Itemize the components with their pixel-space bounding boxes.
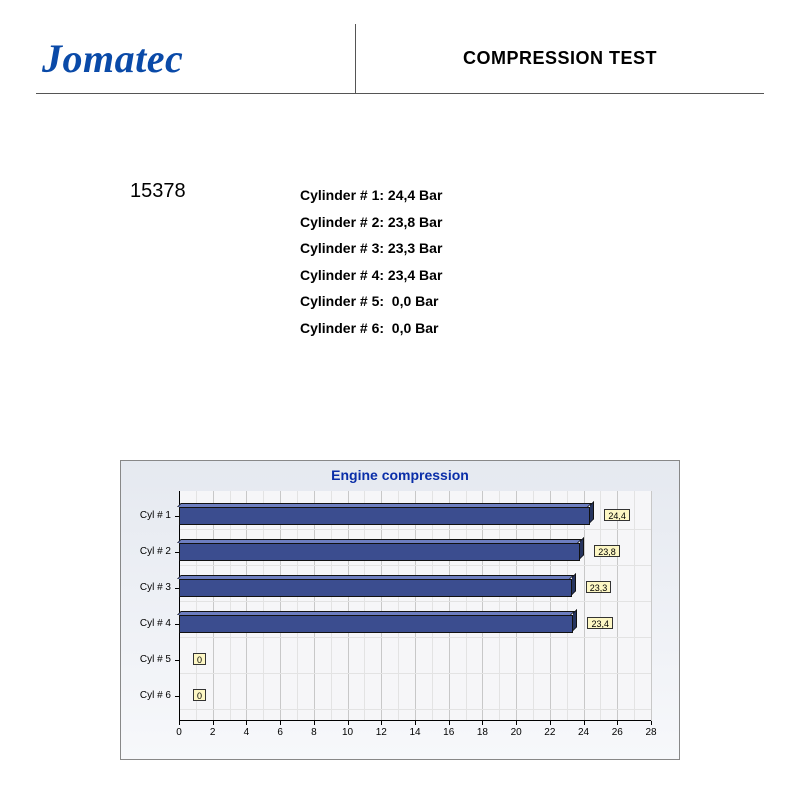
report-header: Jomatec COMPRESSION TEST	[36, 24, 764, 94]
cylinder-reading: Cylinder # 2: 23,8 Bar	[300, 209, 442, 236]
chart-xlabel: 6	[277, 727, 283, 738]
chart-xlabel: 10	[342, 727, 353, 738]
chart-xlabel: 20	[511, 727, 522, 738]
serial-number: 15378	[130, 180, 186, 203]
chart-xlabel: 8	[311, 727, 317, 738]
chart-bar: 23,3	[179, 575, 651, 597]
cylinder-reading: Cylinder # 1: 24,4 Bar	[300, 182, 442, 209]
compression-chart: Engine compression 24,4 23,8 23,3 23,4 0 0 Cy…	[120, 460, 680, 760]
cylinder-reading: Cylinder # 4: 23,4 Bar	[300, 262, 442, 289]
bar-value-tag: 23,4	[587, 617, 613, 629]
chart-ylabel: Cyl # 3	[121, 582, 175, 593]
chart-xlabel: 0	[176, 727, 182, 738]
chart-bar: 0	[179, 647, 651, 669]
chart-title: Engine compression	[121, 461, 679, 483]
chart-bar: 23,4	[179, 611, 651, 633]
chart-xlabel: 24	[578, 727, 589, 738]
chart-xlabel: 2	[210, 727, 216, 738]
chart-ylabel: Cyl # 5	[121, 654, 175, 665]
chart-plot-area: 24,4 23,8 23,3 23,4 0 0	[179, 491, 651, 721]
cylinder-reading: Cylinder # 3: 23,3 Bar	[300, 235, 442, 262]
chart-bar: 24,4	[179, 503, 651, 525]
logo-text: Jomatec	[42, 35, 183, 82]
chart-xlabel: 4	[244, 727, 250, 738]
cylinder-reading: Cylinder # 5: 0,0 Bar	[300, 288, 442, 315]
chart-bar: 0	[179, 683, 651, 705]
page-title: COMPRESSION TEST	[356, 24, 764, 93]
chart-xlabel: 16	[443, 727, 454, 738]
logo-cell: Jomatec	[36, 24, 356, 93]
bar-value-tag: 23,8	[594, 545, 620, 557]
chart-xlabel: 18	[477, 727, 488, 738]
bar-value-tag: 0	[193, 653, 206, 665]
cylinder-reading: Cylinder # 6: 0,0 Bar	[300, 315, 442, 342]
chart-ylabel: Cyl # 2	[121, 546, 175, 557]
chart-xlabel: 22	[544, 727, 555, 738]
chart-xlabel: 14	[409, 727, 420, 738]
chart-ylabel: Cyl # 6	[121, 690, 175, 701]
bar-value-tag: 24,4	[604, 509, 630, 521]
chart-xlabel: 28	[645, 727, 656, 738]
chart-xlabel: 12	[376, 727, 387, 738]
chart-xlabel: 26	[612, 727, 623, 738]
bar-value-tag: 23,3	[586, 581, 612, 593]
chart-ylabel: Cyl # 4	[121, 618, 175, 629]
chart-ylabel: Cyl # 1	[121, 510, 175, 521]
chart-bar: 23,8	[179, 539, 651, 561]
cylinder-readings: Cylinder # 1: 24,4 BarCylinder # 2: 23,8…	[300, 182, 442, 342]
bar-value-tag: 0	[193, 689, 206, 701]
